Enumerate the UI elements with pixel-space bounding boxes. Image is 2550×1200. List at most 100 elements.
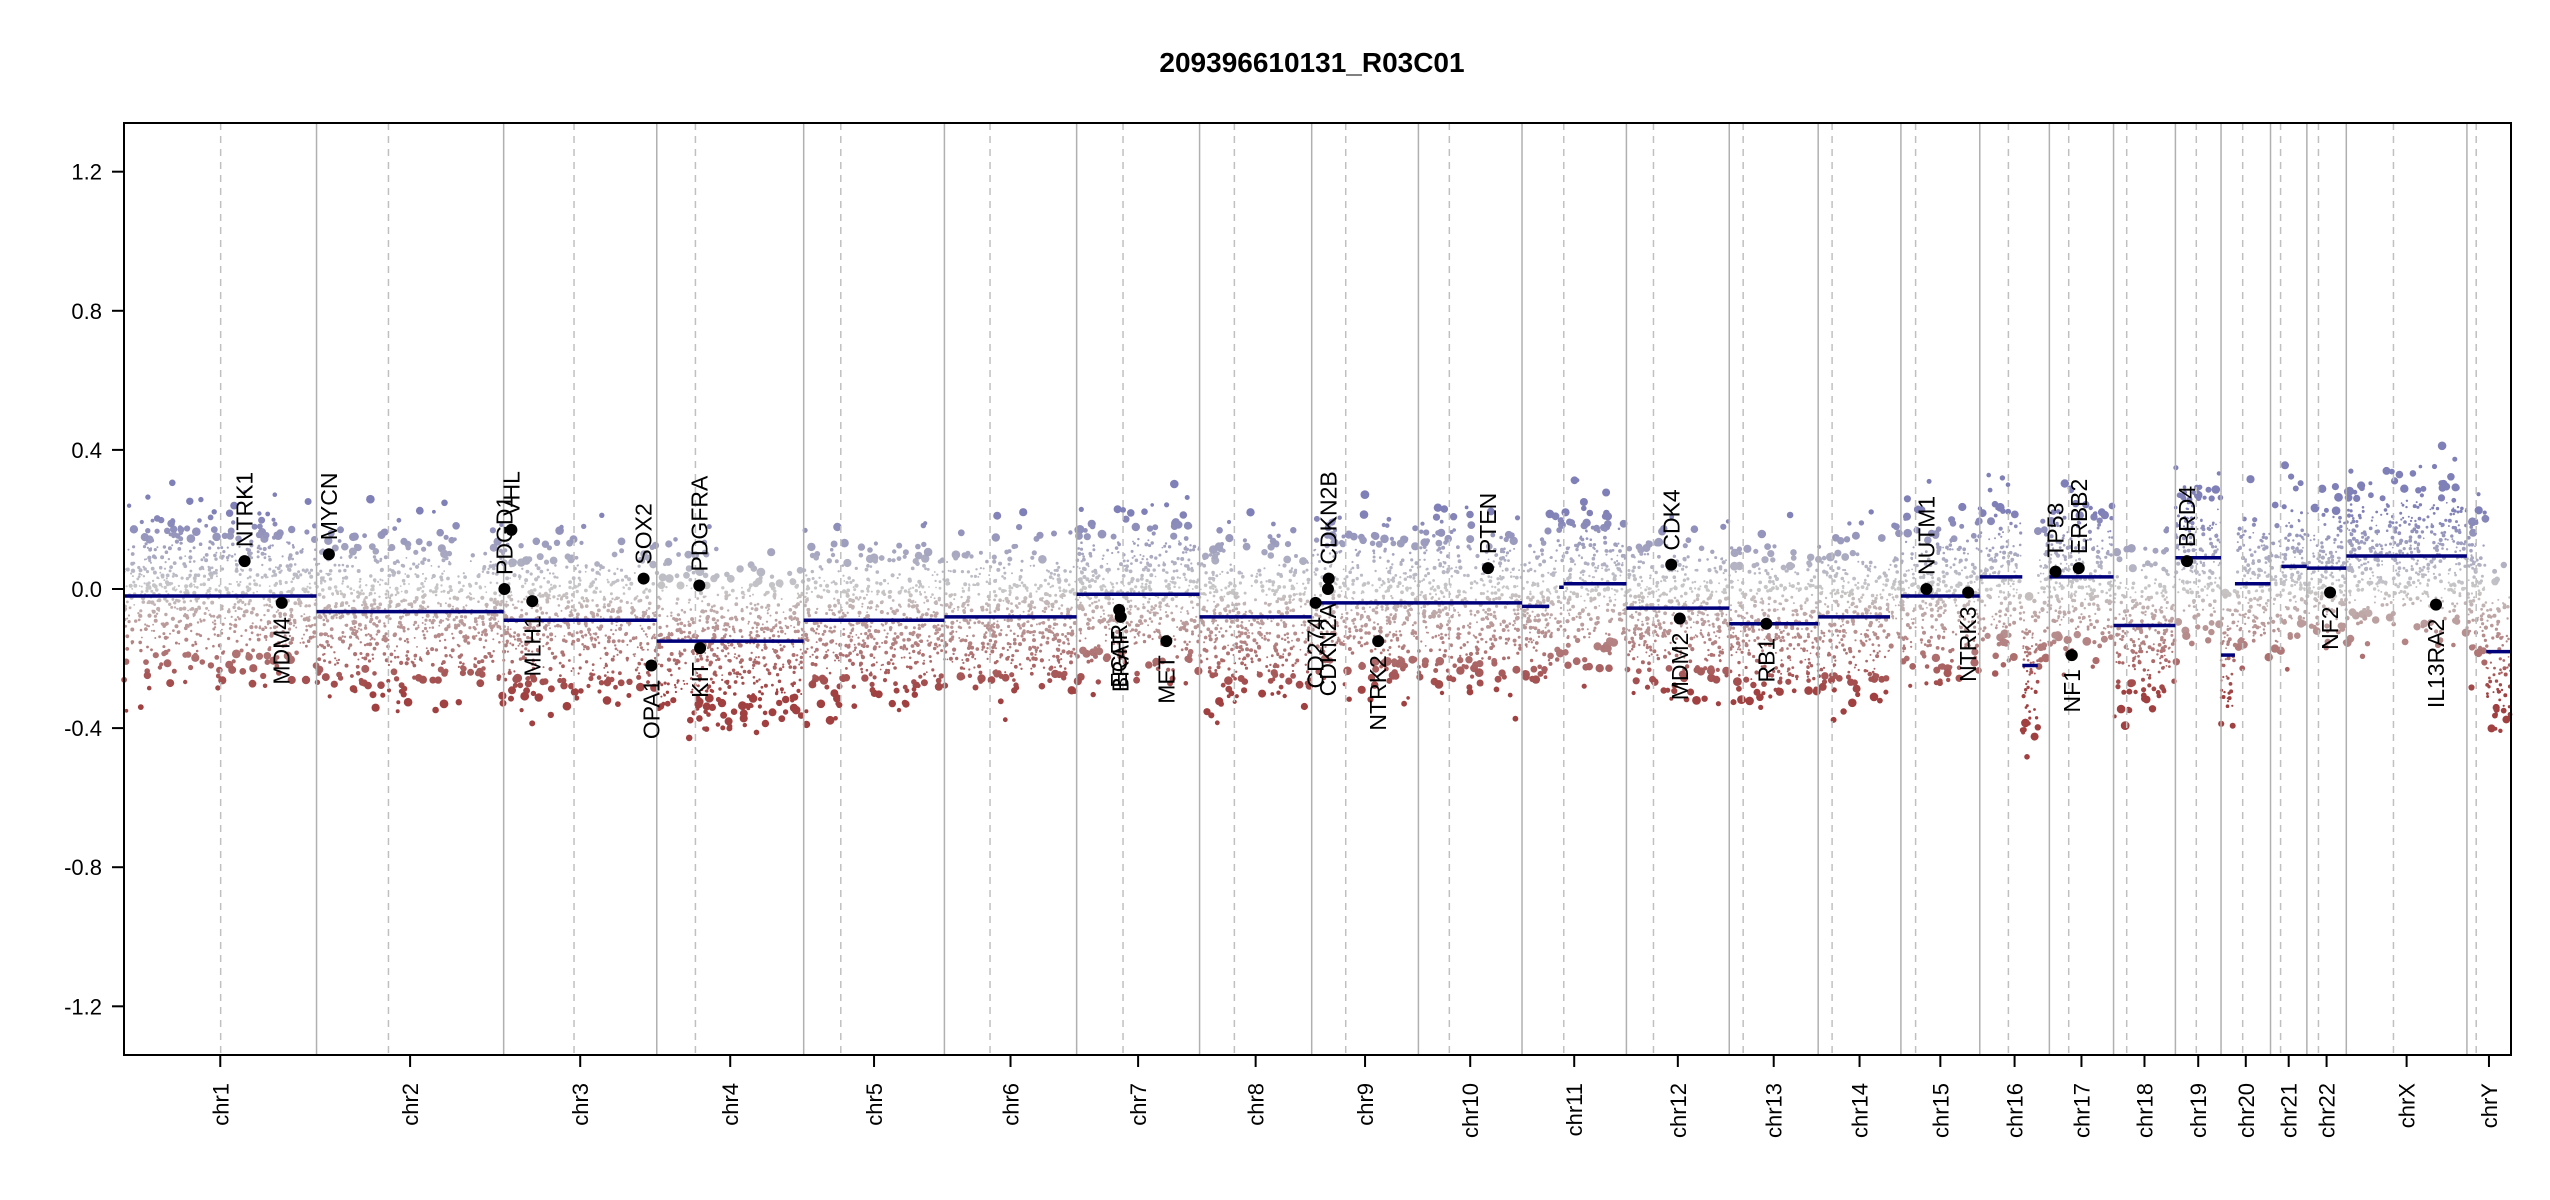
probe-point (825, 650, 828, 653)
probe-point (1293, 631, 1298, 636)
probe-point (750, 607, 754, 611)
probe-point (375, 624, 379, 628)
probe-point (1079, 547, 1084, 551)
probe-point (631, 638, 634, 640)
probe-point (390, 668, 398, 676)
probe-point (936, 573, 939, 576)
probe-point (957, 609, 959, 611)
probe-point (529, 572, 533, 576)
probe-point (1409, 586, 1412, 590)
probe-point (489, 527, 496, 534)
probe-point (1144, 583, 1148, 586)
probe-point (372, 598, 377, 603)
probe-point (216, 615, 220, 619)
probe-point (716, 593, 720, 597)
probe-point (1106, 562, 1109, 565)
probe-point (734, 653, 737, 656)
probe-point (858, 663, 862, 667)
probe-point (1036, 646, 1039, 649)
probe-point (244, 603, 247, 605)
probe-point (1081, 585, 1086, 590)
probe-point (1170, 532, 1178, 540)
probe-point (414, 564, 420, 569)
probe-point (929, 614, 934, 618)
probe-point (1129, 608, 1132, 611)
probe-point (1021, 637, 1026, 642)
probe-point (1215, 697, 1224, 706)
probe-point (900, 656, 903, 659)
probe-point (425, 651, 430, 656)
probe-point (646, 615, 651, 619)
probe-point (325, 617, 328, 620)
probe-point (349, 626, 354, 631)
probe-point (740, 673, 742, 676)
probe-point (1223, 608, 1228, 613)
probe-point (205, 647, 208, 650)
probe-point (973, 574, 978, 579)
probe-point (666, 668, 670, 671)
probe-point (1403, 605, 1408, 610)
probe-point (1026, 656, 1030, 661)
probe-point (1073, 677, 1082, 686)
probe-point (320, 632, 324, 636)
probe-point (297, 570, 301, 574)
probe-point (208, 572, 212, 576)
probe-point (1007, 562, 1011, 566)
probe-point (198, 542, 203, 546)
probe-point (1151, 531, 1156, 536)
probe-point (867, 563, 870, 567)
probe-point (304, 498, 312, 505)
probe-point (1013, 664, 1018, 669)
probe-point (1144, 596, 1147, 599)
probe-point (775, 654, 780, 658)
probe-point (938, 644, 941, 647)
probe-point (197, 633, 201, 636)
probe-point (1110, 582, 1114, 586)
probe-point (337, 636, 342, 641)
probe-point (176, 599, 181, 603)
probe-point (753, 658, 757, 661)
probe-point (1412, 525, 1419, 532)
probe-point (893, 681, 898, 687)
probe-point (457, 575, 460, 578)
probe-point (260, 551, 265, 556)
probe-point (938, 580, 942, 584)
probe-point (539, 594, 543, 598)
probe-point (259, 618, 263, 622)
probe-point (489, 622, 492, 625)
probe-point (341, 580, 345, 583)
probe-point (1282, 653, 1285, 656)
probe-point (576, 585, 579, 588)
probe-point (531, 592, 535, 595)
probe-point (887, 594, 892, 599)
probe-point (1205, 609, 1209, 613)
probe-point (1109, 581, 1112, 584)
probe-point (1224, 586, 1228, 590)
probe-point (355, 664, 360, 669)
probe-point (1061, 649, 1066, 654)
probe-point (184, 623, 189, 628)
probe-point (236, 600, 240, 604)
probe-point (658, 625, 662, 630)
probe-point (420, 582, 424, 586)
probe-point (861, 674, 869, 682)
probe-point (667, 636, 671, 640)
probe-point (596, 635, 600, 639)
probe-point (624, 575, 627, 578)
probe-point (924, 612, 929, 617)
probe-point (357, 627, 360, 630)
probe-point (360, 628, 363, 631)
probe-point (610, 622, 614, 625)
probe-point (634, 668, 638, 672)
probe-point (334, 589, 338, 592)
probe-point (1267, 579, 1272, 583)
probe-point (1086, 659, 1091, 664)
probe-point (714, 621, 718, 625)
probe-point (577, 576, 581, 580)
probe-point (584, 588, 588, 593)
probe-point (565, 595, 569, 600)
probe-point (228, 665, 237, 674)
probe-point (919, 639, 924, 643)
probe-point (194, 642, 198, 646)
probe-point (875, 581, 879, 585)
